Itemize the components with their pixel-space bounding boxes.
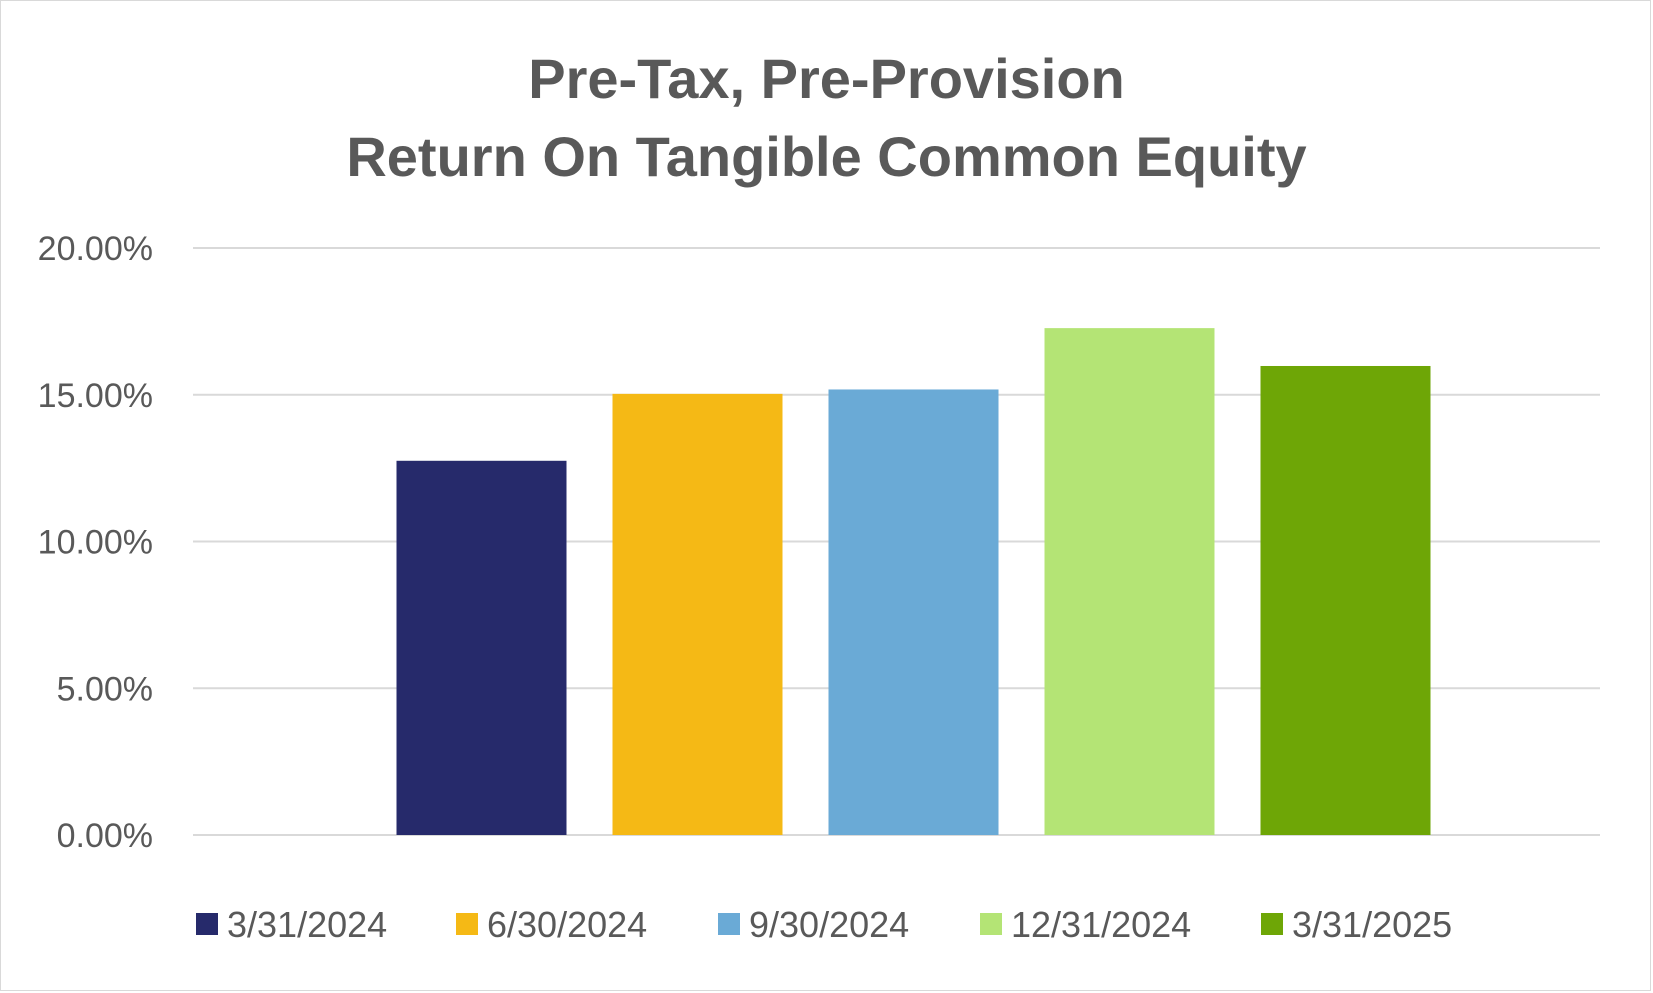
legend-label-0: 3/31/2024 — [227, 904, 387, 945]
legend: 3/31/2024 6/30/2024 9/30/2024 12/31/2024 3/3… — [196, 904, 1452, 945]
bar-12-31-2024 — [1044, 328, 1215, 835]
y-tick-label-4: 20.00% — [38, 230, 153, 268]
bars — [396, 328, 1431, 835]
bar-3-31-2025 — [1260, 365, 1431, 835]
y-tick-label-2: 10.00% — [38, 524, 153, 562]
y-tick-label-0: 0.00% — [57, 817, 153, 855]
legend-swatch-3 — [980, 913, 1002, 935]
chart-title-line-1: Pre-Tax, Pre-Provision — [528, 47, 1125, 110]
bar-6-30-2024 — [612, 393, 783, 835]
y-axis-tick-labels: 0.00% 5.00% 10.00% 15.00% 20.00% — [38, 230, 153, 855]
legend-swatch-1 — [456, 913, 478, 935]
legend-label-3: 12/31/2024 — [1011, 904, 1191, 945]
chart-title: Pre-Tax, Pre-Provision Return On Tangibl… — [0, 40, 1653, 196]
y-tick-label-1: 5.00% — [57, 670, 153, 708]
legend-label-2: 9/30/2024 — [749, 904, 909, 945]
legend-label-1: 6/30/2024 — [487, 904, 647, 945]
legend-label-4: 3/31/2025 — [1292, 904, 1452, 945]
y-tick-label-3: 15.00% — [38, 377, 153, 415]
bar-3-31-2024 — [396, 460, 567, 835]
legend-swatch-2 — [718, 913, 740, 935]
legend-swatch-0 — [196, 913, 218, 935]
bar-9-30-2024 — [828, 389, 999, 835]
chart-title-line-2: Return On Tangible Common Equity — [346, 125, 1307, 188]
legend-swatch-4 — [1261, 913, 1283, 935]
